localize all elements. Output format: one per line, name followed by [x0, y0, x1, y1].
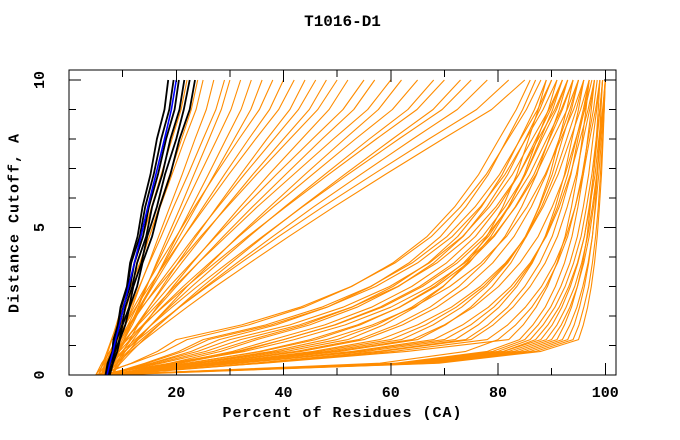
- model-curve: [101, 79, 590, 376]
- x-tick-label: 100: [592, 385, 619, 402]
- model-curve: [95, 79, 590, 376]
- model-curve: [111, 79, 574, 376]
- model-curve: [106, 79, 488, 376]
- x-tick-label: 80: [489, 385, 507, 402]
- model-curve: [100, 79, 472, 376]
- model-curve: [111, 79, 563, 376]
- y-tick-label: 5: [32, 223, 49, 232]
- model-curve: [106, 79, 606, 376]
- model-curve: [111, 79, 590, 376]
- y-tick-label: 0: [32, 370, 49, 379]
- model-curve: [106, 79, 558, 376]
- model-curve: [111, 79, 596, 376]
- model-curve: [95, 79, 580, 376]
- model-curve: [95, 79, 585, 376]
- x-tick-label: 0: [64, 385, 73, 402]
- model-curve: [106, 79, 596, 376]
- model-curve: [111, 79, 601, 376]
- plot-border: [68, 69, 617, 376]
- model-curve: [95, 79, 531, 376]
- highlight-curve: [105, 79, 170, 376]
- model-curve: [101, 79, 563, 376]
- model-curve: [95, 79, 593, 376]
- model-curve: [101, 79, 596, 376]
- model-curve: [101, 79, 606, 376]
- model-curve: [106, 79, 537, 376]
- y-tick-label: 10: [32, 71, 49, 89]
- model-curve: [95, 79, 569, 376]
- model-curve: [106, 79, 585, 376]
- model-curve: [101, 79, 601, 376]
- x-tick-label: 20: [167, 385, 185, 402]
- model-curve: [106, 79, 601, 376]
- x-tick-label: 60: [382, 385, 400, 402]
- highlight-curve: [107, 79, 191, 376]
- highlight-curve: [108, 79, 196, 376]
- model-curve: [101, 79, 547, 376]
- chart-title: T1016-D1: [304, 13, 381, 31]
- model-curve: [100, 79, 510, 376]
- model-curve: [101, 79, 569, 376]
- model-curve: [101, 79, 563, 376]
- model-curve: [100, 79, 419, 376]
- model-curve: [101, 79, 547, 376]
- model-curve: [95, 79, 338, 376]
- model-curve: [111, 79, 590, 376]
- model-curve: [111, 79, 553, 376]
- model-curve: [105, 79, 327, 376]
- model-curve: [111, 79, 461, 376]
- x-axis-label: Percent of Residues (CA): [222, 405, 463, 422]
- x-tick-label: 40: [274, 385, 292, 402]
- model-curve: [101, 79, 585, 376]
- model-curve: [98, 79, 392, 376]
- model-curve: [111, 79, 580, 376]
- model-curve: [106, 79, 569, 376]
- model-curve: [106, 79, 604, 376]
- model-curve: [111, 79, 606, 376]
- reference-curve: [106, 79, 178, 376]
- model-curve: [101, 79, 580, 376]
- model-curve: [106, 79, 526, 376]
- model-curve: [95, 79, 606, 376]
